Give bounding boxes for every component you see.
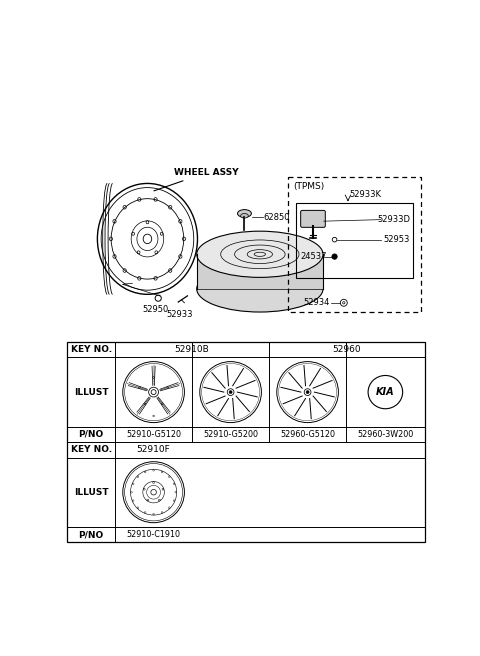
Text: 52910-G5200: 52910-G5200 [203, 430, 258, 439]
Circle shape [332, 254, 337, 259]
Ellipse shape [306, 390, 309, 394]
Ellipse shape [240, 213, 248, 218]
Text: 52934: 52934 [304, 298, 330, 307]
Text: 52950: 52950 [143, 305, 169, 314]
Text: KIA: KIA [376, 387, 395, 397]
Text: 52910-C1910: 52910-C1910 [127, 530, 180, 539]
Text: 52910B: 52910B [175, 345, 209, 354]
Text: 52910F: 52910F [137, 445, 170, 455]
FancyBboxPatch shape [300, 211, 325, 228]
Bar [288, 177, 421, 312]
Text: 52953: 52953 [384, 235, 410, 244]
Text: 52933D: 52933D [377, 215, 410, 224]
Text: 52960-G5120: 52960-G5120 [280, 430, 335, 439]
Text: 52933K: 52933K [349, 190, 381, 199]
Text: KEY NO.: KEY NO. [71, 445, 112, 455]
Ellipse shape [238, 210, 252, 217]
Text: KEY NO.: KEY NO. [71, 345, 112, 354]
Text: ILLUST: ILLUST [74, 487, 108, 497]
Text: 52910-G5120: 52910-G5120 [126, 430, 181, 439]
Ellipse shape [229, 390, 232, 394]
Text: 52933: 52933 [167, 310, 193, 319]
Bar [296, 203, 413, 278]
Ellipse shape [197, 231, 323, 277]
Text: (TPMS): (TPMS) [293, 182, 324, 191]
Text: 52960: 52960 [333, 345, 361, 354]
Text: P/NO: P/NO [79, 430, 104, 439]
Text: WHEEL ASSY: WHEEL ASSY [154, 168, 239, 191]
Bar [197, 255, 323, 289]
Text: 62850: 62850 [264, 213, 290, 222]
Text: 52960-3W200: 52960-3W200 [357, 430, 413, 439]
Text: P/NO: P/NO [79, 530, 104, 539]
Ellipse shape [197, 266, 323, 312]
Text: ILLUST: ILLUST [74, 388, 108, 397]
Text: 24537: 24537 [300, 252, 327, 261]
Bar [67, 342, 425, 543]
